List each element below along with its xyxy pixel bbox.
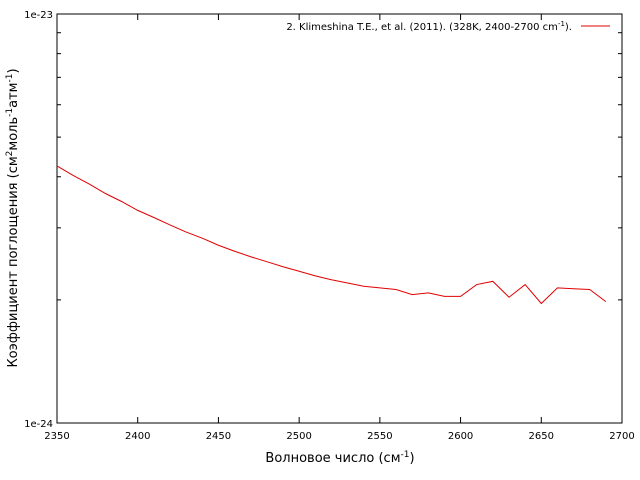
x-tick-label: 2500: [286, 431, 311, 442]
x-axis-label: Волновое число (см-1): [265, 450, 414, 466]
x-tick-label: 2450: [206, 431, 231, 442]
series-line: [56, 165, 607, 305]
legend: 2. Klimeshina T.E., et al. (2011). (328K…: [286, 20, 610, 33]
ticks-layer: [56, 13, 623, 424]
legend-label: 2. Klimeshina T.E., et al. (2011). (328K…: [286, 20, 572, 33]
x-tick-label: 2700: [609, 431, 634, 442]
y-axis-label: Коэффициент поглощения (см2моль-1атм-1): [5, 68, 21, 367]
x-tick-label: 2650: [529, 431, 554, 442]
series-layer: [56, 165, 607, 305]
y-tick-label: 1e-23: [24, 10, 53, 21]
x-tick-label: 2600: [448, 431, 473, 442]
y-tick-labels: 1e-24 1e-23: [24, 10, 53, 430]
x-tick-label: 2400: [125, 431, 150, 442]
plot-frame: [56, 13, 623, 424]
x-tick-label: 2550: [367, 431, 392, 442]
x-tick-label: 2350: [44, 431, 69, 442]
x-tick-labels: 2350 2400 2450 2500 2550 2600 2650 2700: [44, 431, 634, 442]
y-tick-label: 1e-24: [24, 419, 53, 430]
